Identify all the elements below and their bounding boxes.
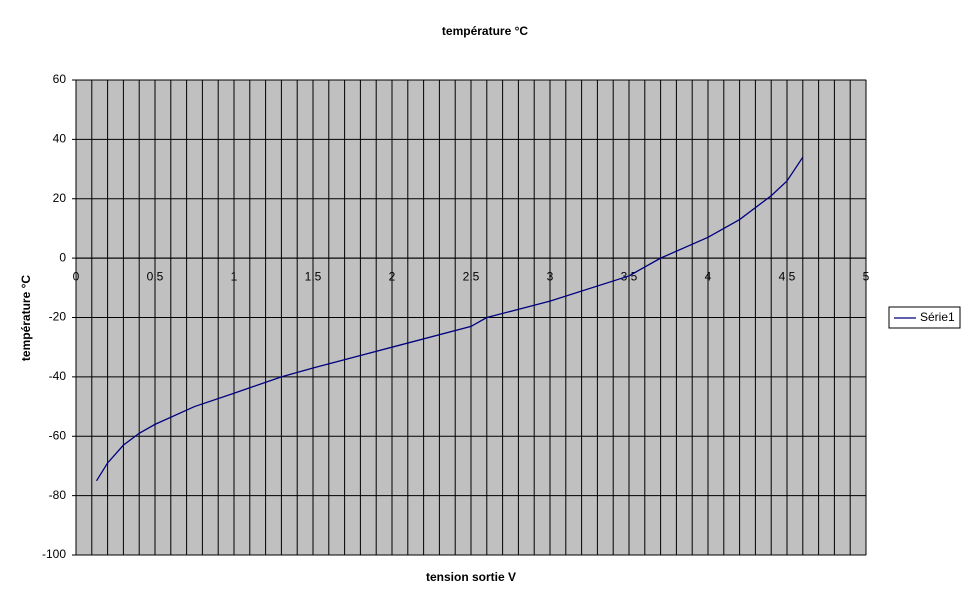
y-tick-label: -40 — [49, 369, 67, 383]
x-tick-label: 4 — [705, 269, 712, 283]
legend-label: Série1 — [920, 310, 955, 324]
x-axis-title: tension sortie V — [426, 570, 516, 584]
y-tick-label: 20 — [53, 191, 67, 205]
x-tick-label: 4,5 — [779, 269, 796, 283]
y-tick-label: -60 — [49, 428, 67, 442]
x-tick-label: 5 — [863, 269, 870, 283]
y-tick-label: -20 — [49, 310, 67, 324]
y-tick-label: 40 — [53, 132, 67, 146]
x-tick-label: 2,5 — [463, 269, 480, 283]
y-tick-label: 60 — [53, 72, 67, 86]
y-tick-label: -100 — [42, 547, 66, 561]
series-line — [95, 156, 804, 482]
chart-title: température °C — [442, 24, 528, 38]
legend-box — [888, 306, 961, 329]
y-tick-label: -80 — [49, 488, 67, 502]
x-tick-label: 3 — [547, 269, 554, 283]
x-tick-label: 1,5 — [305, 269, 322, 283]
y-tick-label: 0 — [59, 250, 66, 264]
x-tick-label: 0,5 — [147, 269, 164, 283]
y-axis-title: température °C — [19, 275, 33, 361]
x-tick-label: 2 — [389, 269, 396, 283]
x-tick-label: 1 — [231, 269, 238, 283]
